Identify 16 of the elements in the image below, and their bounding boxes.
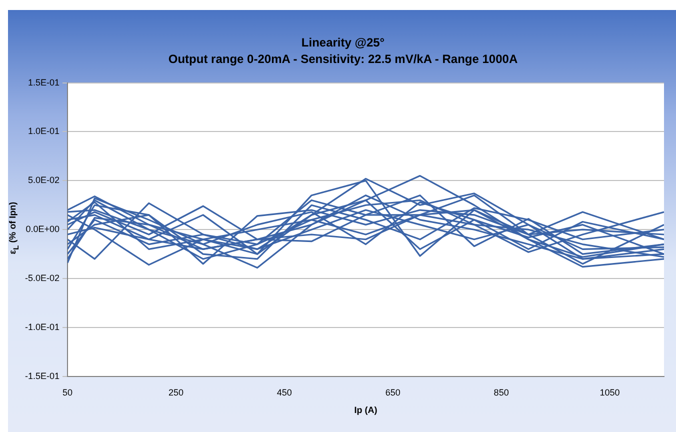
y-tick-label: -1.5E-01: [24, 370, 60, 381]
chart-subtitle: Output range 0-20mA - Sensitivity: 22.5 mV/kA - Range 1000A: [168, 52, 518, 66]
y-tick-label: -5.0E-02: [24, 273, 60, 284]
y-tick-label: 5.0E-02: [28, 175, 60, 186]
y-tick-label: 0.0E+00: [26, 224, 60, 234]
x-tick-label: 50: [62, 387, 73, 398]
x-tick-label: 250: [168, 387, 184, 398]
x-tick-label: 650: [385, 387, 400, 398]
chart-title: Linearity @25°: [301, 36, 385, 50]
y-tick-label: 1.5E-01: [28, 77, 60, 88]
y-tick-label: -1.0E-01: [24, 322, 60, 332]
x-tick-label: 1050: [600, 387, 620, 398]
x-tick-label: 850: [494, 387, 509, 398]
x-tick-label: 450: [276, 387, 292, 398]
x-axis-title: Ip (A): [354, 405, 378, 416]
y-tick-label: 1.0E-01: [28, 126, 60, 136]
